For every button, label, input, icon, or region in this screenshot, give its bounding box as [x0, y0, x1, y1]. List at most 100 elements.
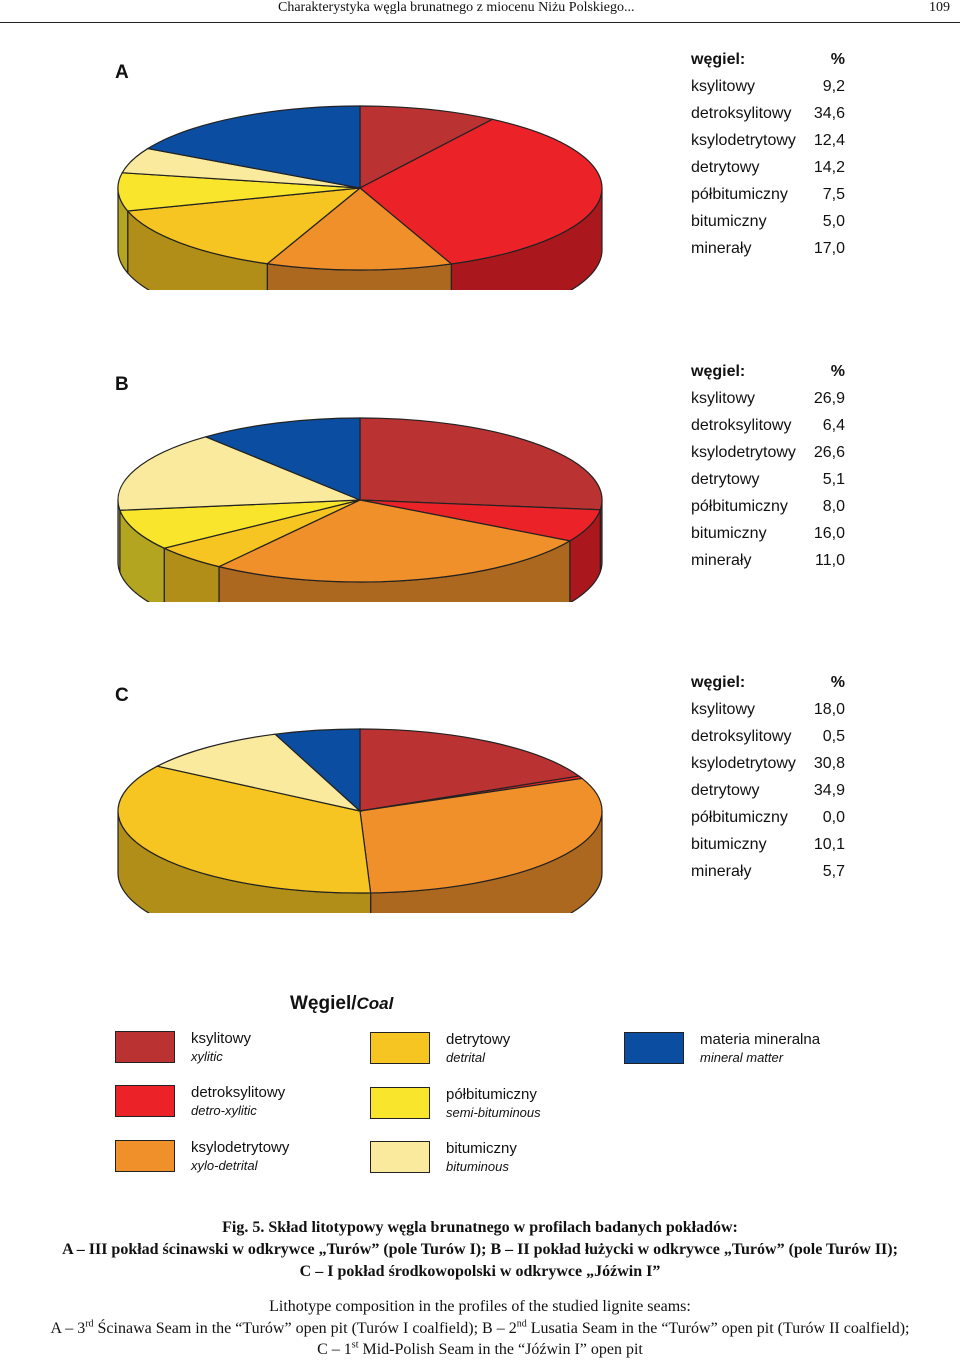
pie-slice-ksylitowy: [359, 105, 495, 189]
pie-slice-bitumiczny: [155, 733, 363, 813]
row-value: 7,5: [822, 186, 845, 203]
row-label: minerały: [691, 552, 752, 569]
table-header: węgiel: %: [691, 46, 851, 73]
table-row: półbitumiczny 0,0: [691, 804, 851, 831]
running-head-title: Charakterystyka węgla brunatnego z mioce…: [278, 0, 635, 15]
row-value: 18,0: [813, 701, 845, 718]
legend-label-pl: ksylodetrytowy: [191, 1139, 290, 1156]
pie-slice-detrytowy: [126, 187, 362, 265]
caption-en-sup: nd: [516, 1318, 527, 1330]
row-value: 9,2: [822, 78, 845, 95]
panel-letter: B: [115, 374, 129, 395]
pie-chart-b: [117, 417, 603, 602]
caption-en-sup: rd: [85, 1318, 94, 1330]
caption-en-text: Lusatia Seam in the “Turów” open pit (Tu…: [526, 1320, 910, 1337]
table-row: bitumiczny 10,1: [691, 831, 851, 858]
pie-slice-bitumiczny: [117, 436, 361, 511]
legend-swatch: [370, 1087, 430, 1119]
table-row: minerały 5,7: [691, 858, 851, 885]
row-value: 5,7: [822, 863, 845, 880]
legend-item: detroksylitowy detro-xylitic: [115, 1084, 375, 1125]
caption-en-sup: st: [351, 1339, 359, 1351]
row-label: bitumiczny: [691, 525, 767, 542]
legend-swatch: [370, 1032, 430, 1064]
legend-swatch: [370, 1141, 430, 1173]
legend-label-pl: materia mineralna: [700, 1031, 821, 1048]
row-value: 10,1: [813, 836, 845, 853]
row-label: ksylodetrytowy: [691, 444, 796, 461]
table-row: ksylitowy 26,9: [691, 385, 851, 412]
row-value: 14,2: [813, 159, 845, 176]
legend-label-en: xylitic: [191, 1049, 223, 1064]
row-label: detrytowy: [691, 159, 760, 176]
values-table-a: węgiel: % ksylitowy 9,2 detroksylitowy 34,6…: [691, 46, 851, 262]
caption-en-line-3: C – 1st Mid-Polish Seam in the “Jóźwin I…: [0, 1339, 960, 1359]
row-label: detroksylitowy: [691, 728, 792, 745]
chart-panel-a: A węgiel: % ksylitowy 9,2 detroksylitowy 34…: [0, 50, 960, 350]
table-row: półbitumiczny 7,5: [691, 181, 851, 208]
values-table-b: węgiel: % ksylitowy 26,9 detroksylitowy 6,4…: [691, 358, 851, 574]
row-label: ksylodetrytowy: [691, 132, 796, 149]
legend-label-en: bituminous: [446, 1159, 509, 1174]
header-label: węgiel:: [691, 51, 746, 68]
row-value: 5,1: [822, 471, 845, 488]
legend-label-en: detro-xylitic: [191, 1103, 257, 1118]
header-label: węgiel:: [691, 674, 746, 691]
row-value: 34,9: [813, 782, 845, 799]
row-label: ksylitowy: [691, 701, 756, 718]
row-label: półbitumiczny: [691, 498, 788, 515]
pie-chart-a: [117, 105, 603, 290]
table-row: bitumiczny 16,0: [691, 520, 851, 547]
pie-slice-ksylodetrytowy: [359, 777, 603, 894]
table-row: detroksylitowy 0,5: [691, 723, 851, 750]
pie-slice-ksylodetrytowy: [265, 187, 453, 271]
row-label: detrytowy: [691, 471, 760, 488]
legend-swatch: [115, 1140, 175, 1172]
pie-slice-minerały: [146, 105, 361, 189]
row-label: ksylitowy: [691, 390, 756, 407]
header-unit: %: [830, 51, 845, 68]
row-value: 26,6: [813, 444, 845, 461]
table-row: ksylodetrytowy 12,4: [691, 127, 851, 154]
row-value: 11,0: [815, 552, 845, 569]
row-value: 34,6: [813, 105, 845, 122]
pie-slice-detroksylitowy: [358, 118, 603, 265]
values-table-c: węgiel: % ksylitowy 18,0 detroksylitowy 0,5…: [691, 669, 851, 885]
header-unit: %: [830, 363, 845, 380]
legend-label-en: semi-bituminous: [446, 1105, 541, 1120]
legend-swatch: [624, 1032, 684, 1064]
legend-swatch: [115, 1031, 175, 1063]
caption-en-text: Ścinawa Seam in the “Turów” open pit (Tu…: [93, 1320, 517, 1337]
caption-en-text: C – 1: [317, 1341, 352, 1358]
legend-item: ksylodetrytowy xylo-detrital: [115, 1139, 375, 1180]
pie-slice-ksylodetrytowy: [217, 499, 572, 583]
legend-label-en: detrital: [446, 1050, 486, 1065]
table-row: detrytowy 5,1: [691, 466, 851, 493]
running-head: Charakterystyka węgla brunatnego z mioce…: [0, 0, 960, 23]
pie-slice-ksylitowy: [359, 417, 603, 511]
caption-pl-line-2: A – III pokład ścinawski w odkrywce „Tur…: [62, 1241, 898, 1258]
table-row: detrytowy 34,9: [691, 777, 851, 804]
row-value: 30,8: [813, 755, 845, 772]
page-number: 109: [929, 0, 950, 15]
chart-panel-b: B węgiel: % ksylitowy 26,9 detroksylitowy 6…: [0, 362, 960, 662]
row-value: 26,9: [813, 390, 845, 407]
caption-en-text: A – 3: [50, 1320, 86, 1337]
row-label: detrytowy: [691, 782, 760, 799]
row-value: 16,0: [813, 525, 845, 542]
row-label: półbitumiczny: [691, 809, 788, 826]
caption-en-line-2: A – 3rd Ścinawa Seam in the “Turów” open…: [0, 1318, 960, 1338]
row-value: 0,0: [822, 809, 845, 826]
legend-label-pl: detrytowy: [446, 1031, 511, 1048]
table-row: ksylitowy 9,2: [691, 73, 851, 100]
row-value: 8,0: [822, 498, 845, 515]
legend-item: ksylitowy xylitic: [115, 1030, 375, 1071]
table-row: detroksylitowy 6,4: [691, 412, 851, 439]
table-row: detrytowy 14,2: [691, 154, 851, 181]
row-label: detroksylitowy: [691, 105, 792, 122]
legend-item: bitumiczny bituminous: [370, 1140, 630, 1181]
legend-label-pl: półbitumiczny: [446, 1086, 537, 1103]
legend-title-pl: Węgiel/: [290, 993, 357, 1014]
caption-pl-line-1: Fig. 5. Skład litotypowy węgla brunatneg…: [222, 1219, 738, 1236]
legend-item: półbitumiczny semi-bituminous: [370, 1086, 630, 1127]
